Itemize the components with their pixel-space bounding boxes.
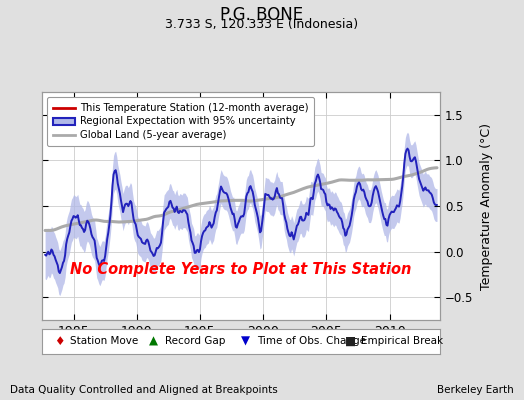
Text: ▲: ▲	[149, 335, 158, 348]
Legend: This Temperature Station (12-month average), Regional Expectation with 95% uncer: This Temperature Station (12-month avera…	[47, 97, 314, 146]
Text: Station Move: Station Move	[70, 336, 138, 346]
Text: Data Quality Controlled and Aligned at Breakpoints: Data Quality Controlled and Aligned at B…	[10, 385, 278, 395]
Text: P.G. BONE: P.G. BONE	[221, 6, 303, 24]
Text: 3.733 S, 120.333 E (Indonesia): 3.733 S, 120.333 E (Indonesia)	[166, 18, 358, 31]
Text: Time of Obs. Change: Time of Obs. Change	[257, 336, 366, 346]
Text: Empirical Break: Empirical Break	[361, 336, 443, 346]
Text: ♦: ♦	[54, 335, 64, 348]
Y-axis label: Temperature Anomaly (°C): Temperature Anomaly (°C)	[481, 122, 493, 290]
Text: No Complete Years to Plot at This Station: No Complete Years to Plot at This Statio…	[70, 262, 412, 277]
Text: Berkeley Earth: Berkeley Earth	[437, 385, 514, 395]
Text: ■: ■	[345, 335, 356, 348]
Text: ▼: ▼	[241, 335, 250, 348]
Text: Record Gap: Record Gap	[166, 336, 226, 346]
